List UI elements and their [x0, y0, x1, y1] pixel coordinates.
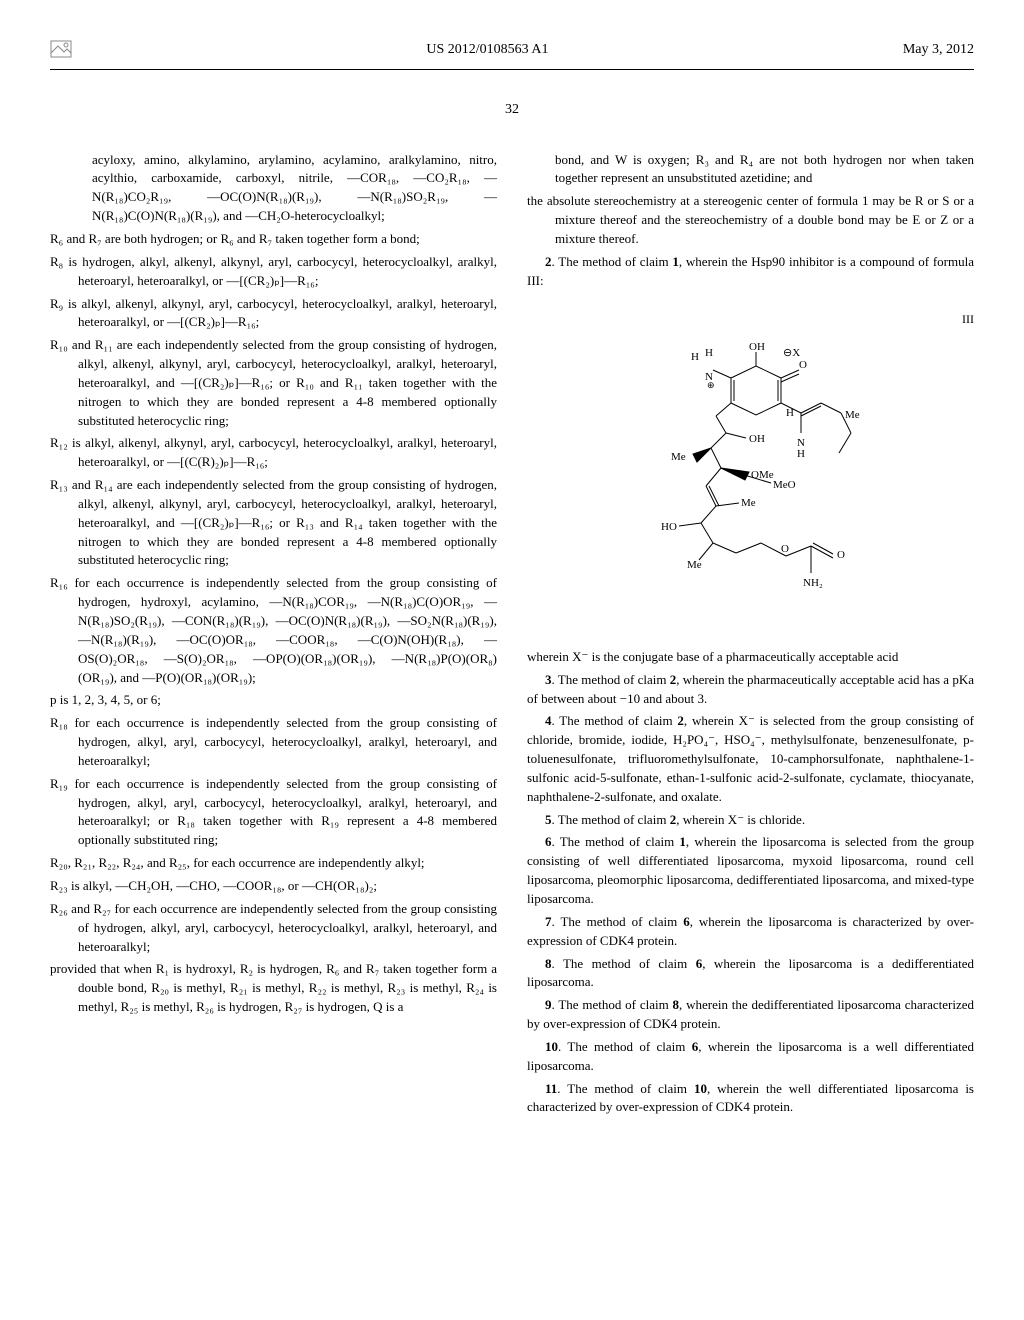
- para-r6r7: R₆ and R₇ are both hydrogen; or R₆ and R…: [50, 230, 497, 249]
- patent-number: US 2012/0108563 A1: [426, 40, 548, 65]
- para-p: p is 1, 2, 3, 4, 5, or 6;: [50, 691, 497, 710]
- svg-text:Me: Me: [845, 409, 860, 421]
- header-icon-placeholder: [50, 40, 72, 65]
- page-header: US 2012/0108563 A1 May 3, 2012: [50, 40, 974, 65]
- claim-3: 3. The method of claim 2, wherein the ph…: [527, 671, 974, 709]
- content-columns: acyloxy, amino, alkylamino, arylamino, a…: [50, 151, 974, 1122]
- para-r26r27: R₂₆ and R₂₇ for each occurrence are inde…: [50, 900, 497, 957]
- claim-4: 4. The method of claim 2, wherein X⁻ is …: [527, 712, 974, 806]
- para-provided: provided that when R₁ is hydroxyl, R₂ is…: [50, 960, 497, 1017]
- svg-text:H: H: [691, 351, 699, 363]
- svg-text:H: H: [797, 448, 805, 460]
- para-r-cont: acyloxy, amino, alkylamino, arylamino, a…: [50, 151, 497, 226]
- svg-text:Me: Me: [687, 559, 702, 571]
- para-stereo: the absolute stereochemistry at a stereo…: [527, 192, 974, 249]
- para-r23: R₂₃ is alkyl, —CH₂OH, —CHO, —COOR₁₈, or …: [50, 877, 497, 896]
- svg-text:⊖X: ⊖X: [783, 347, 800, 359]
- formula-label: III: [527, 311, 974, 328]
- svg-text:HO: HO: [661, 521, 677, 533]
- svg-text:O: O: [799, 359, 807, 371]
- para-r20etc: R₂₀, R₂₁, R₂₂, R₂₄, and R₂₅, for each oc…: [50, 854, 497, 873]
- claim-9: 9. The method of claim 8, wherein the de…: [527, 996, 974, 1034]
- svg-text:NH₂: NH₂: [803, 577, 823, 589]
- svg-text:O: O: [837, 549, 845, 561]
- claim-7: 7. The method of claim 6, wherein the li…: [527, 913, 974, 951]
- para-r19: R₁₉ for each occurrence is independently…: [50, 775, 497, 850]
- claim-8: 8. The method of claim 6, wherein the li…: [527, 955, 974, 993]
- para-r13r14: R₁₃ and R₁₄ are each independently selec…: [50, 476, 497, 570]
- patent-date: May 3, 2012: [903, 40, 974, 65]
- claim-11: 11. The method of claim 10, wherein the …: [527, 1080, 974, 1118]
- claim-2: 2. The method of claim 1, wherein the Hs…: [527, 253, 974, 291]
- page-number: 32: [50, 100, 974, 120]
- svg-text:⊕: ⊕: [707, 380, 715, 390]
- svg-text:OMe: OMe: [751, 469, 774, 481]
- para-r12: R₁₂ is alkyl, alkenyl, alkynyl, aryl, ca…: [50, 434, 497, 472]
- svg-text:Me: Me: [671, 451, 686, 463]
- svg-text:H: H: [786, 407, 794, 419]
- left-column: acyloxy, amino, alkylamino, arylamino, a…: [50, 151, 497, 1122]
- svg-text:O: O: [781, 543, 789, 555]
- svg-text:OH: OH: [749, 341, 765, 353]
- para-r8: R₈ is hydrogen, alkyl, alkenyl, alkynyl,…: [50, 253, 497, 291]
- para-r10r11: R₁₀ and R₁₁ are each independently selec…: [50, 336, 497, 430]
- right-column: bond, and W is oxygen; R₃ and R₄ are not…: [527, 151, 974, 1122]
- molecule-structure: HH OH ⊖X N⊕ O Me NH H OH Me OMe MeO Me H…: [527, 338, 974, 628]
- svg-text:OH: OH: [749, 433, 765, 445]
- claim-10: 10. The method of claim 6, wherein the l…: [527, 1038, 974, 1076]
- para-r16: R₁₆ for each occurrence is independently…: [50, 574, 497, 687]
- claim-6: 6. The method of claim 1, wherein the li…: [527, 833, 974, 908]
- para-bond-cont: bond, and W is oxygen; R₃ and R₄ are not…: [527, 151, 974, 189]
- para-r9: R₉ is alkyl, alkenyl, alkynyl, aryl, car…: [50, 295, 497, 333]
- svg-text:H: H: [705, 347, 713, 359]
- svg-text:MeO: MeO: [773, 479, 796, 491]
- svg-text:Me: Me: [741, 497, 756, 509]
- para-wherein-x: wherein X⁻ is the conjugate base of a ph…: [527, 648, 974, 667]
- header-divider: [50, 69, 974, 70]
- claim-5: 5. The method of claim 2, wherein X⁻ is …: [527, 811, 974, 830]
- para-r18: R₁₈ for each occurrence is independently…: [50, 714, 497, 771]
